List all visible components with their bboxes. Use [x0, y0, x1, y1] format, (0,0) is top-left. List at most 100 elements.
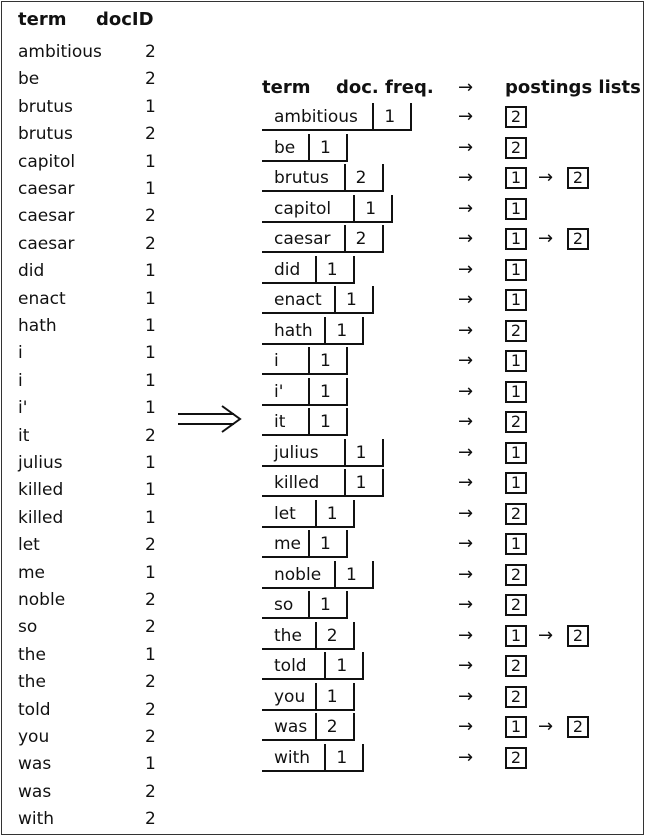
docid-cell: 1	[145, 453, 156, 473]
posting-box: 1	[505, 289, 527, 311]
right-arrow-icon: →	[458, 411, 474, 432]
posting-box: 2	[505, 319, 527, 342]
docid-cell: 2	[145, 535, 156, 556]
docid-cell: 2	[145, 206, 156, 227]
doc-freq-value: 2	[355, 229, 367, 249]
dictionary-term: enact	[274, 290, 322, 310]
right-arrow-icon: →	[458, 716, 474, 737]
dictionary-entry-box: noble 1	[262, 560, 374, 589]
docid-cell: 1	[145, 370, 156, 391]
posting-box: 1	[505, 350, 527, 372]
right-header-term: term	[262, 77, 311, 98]
posting-box: 2	[505, 655, 527, 677]
dictionary-entry-box: enact 1	[262, 286, 374, 314]
dictionary-term: killed	[274, 473, 320, 493]
cell-divider	[324, 743, 327, 772]
term-docid-row: was 1	[0, 750, 170, 778]
docid-cell: 1	[145, 179, 156, 199]
term-docid-row: was 2	[0, 778, 170, 806]
cell-divider	[314, 682, 317, 711]
right-arrow-icon: →	[458, 746, 474, 768]
docid-cell: 2	[145, 590, 156, 610]
docid-cell: 2	[145, 425, 156, 446]
dictionary-term: capitol	[274, 198, 332, 219]
doc-freq-value: 1	[336, 656, 348, 676]
dictionary-row: be 1 → 2	[0, 133, 647, 164]
posting-box: 1	[505, 167, 527, 189]
cell-divider	[308, 591, 310, 619]
dictionary-row: enact 1 → 1	[0, 286, 647, 316]
right-arrow-icon: →	[458, 594, 474, 615]
doc-freq-value: 1	[336, 320, 348, 341]
dictionary-term: caesar	[274, 229, 331, 249]
term-cell: noble	[18, 590, 66, 610]
dictionary-entry-box: the 2	[262, 621, 355, 650]
right-arrow-icon: →	[458, 380, 474, 402]
docid-cell: 2	[145, 233, 156, 254]
double-right-arrow-icon	[178, 405, 242, 433]
term-docid-row: killed 1	[0, 504, 170, 532]
doc-freq-value: 2	[326, 625, 338, 646]
dictionary-row: it 1 → 2	[0, 408, 647, 438]
term-cell: caesar	[18, 206, 75, 227]
term-docid-row: you 2	[0, 723, 170, 751]
docid-cell: 2	[145, 809, 156, 830]
dictionary-row: so 1 → 2	[0, 591, 647, 621]
doc-freq-value: 1	[320, 137, 331, 158]
cell-divider	[308, 530, 310, 558]
term-docid-row: hath 1	[0, 312, 170, 340]
right-arrow-icon: →	[458, 441, 474, 463]
right-arrow-icon: →	[458, 106, 474, 127]
dictionary-term: hath	[274, 320, 313, 341]
docid-cell: 2	[145, 727, 156, 747]
right-arrow-icon: →	[458, 502, 474, 524]
term-cell: it	[18, 425, 30, 446]
posting-box: 2	[567, 716, 589, 738]
term-cell: killed	[18, 507, 64, 528]
docid-cell: 1	[145, 288, 156, 309]
dictionary-row: killed 1 → 1	[0, 469, 647, 499]
cell-divider	[324, 316, 327, 345]
right-header-postings: postings lists	[505, 77, 641, 98]
dictionary-entry-box: capitol 1	[262, 194, 394, 223]
cell-divider	[372, 103, 375, 131]
dictionary-entry-box: you 1	[262, 682, 355, 711]
cell-divider	[334, 560, 336, 589]
term-docid-row: noble 2	[0, 586, 170, 614]
term-docid-row: so 2	[0, 613, 170, 641]
dictionary-term: with	[274, 747, 311, 768]
posting-box: 1	[505, 716, 527, 738]
cell-divider	[308, 408, 310, 436]
doc-freq-value: 1	[355, 473, 367, 493]
right-arrow-icon: →	[458, 655, 474, 676]
right-header-freq: doc. freq.	[336, 77, 434, 98]
right-arrow-icon: →	[458, 167, 474, 188]
docid-cell: 1	[145, 754, 156, 775]
cell-divider	[353, 194, 356, 223]
right-arrow-icon: →	[538, 167, 554, 188]
term-cell: enact	[18, 288, 66, 309]
term-cell: killed	[18, 480, 64, 501]
doc-freq-value: 1	[326, 686, 338, 707]
right-arrow-icon: →	[458, 228, 474, 249]
term-docid-row: the 1	[0, 641, 170, 669]
cell-divider	[343, 225, 346, 253]
dictionary-term: so	[274, 595, 294, 615]
term-cell: i'	[18, 398, 28, 419]
cell-divider	[343, 438, 346, 467]
docid-cell: 2	[145, 42, 156, 62]
dictionary-term: it	[274, 412, 286, 432]
term-cell: caesar	[18, 233, 75, 254]
cell-divider	[343, 164, 346, 192]
dictionary-row: i' 1 → 1	[0, 377, 647, 408]
right-arrow-icon: →	[458, 136, 474, 158]
term-cell: the	[18, 644, 46, 665]
doc-freq-value: 1	[336, 747, 348, 768]
term-cell: i	[18, 370, 23, 391]
right-arrow-icon: →	[458, 319, 474, 341]
cell-divider	[308, 347, 310, 375]
docid-cell: 1	[145, 343, 156, 364]
term-cell: you	[18, 727, 50, 747]
